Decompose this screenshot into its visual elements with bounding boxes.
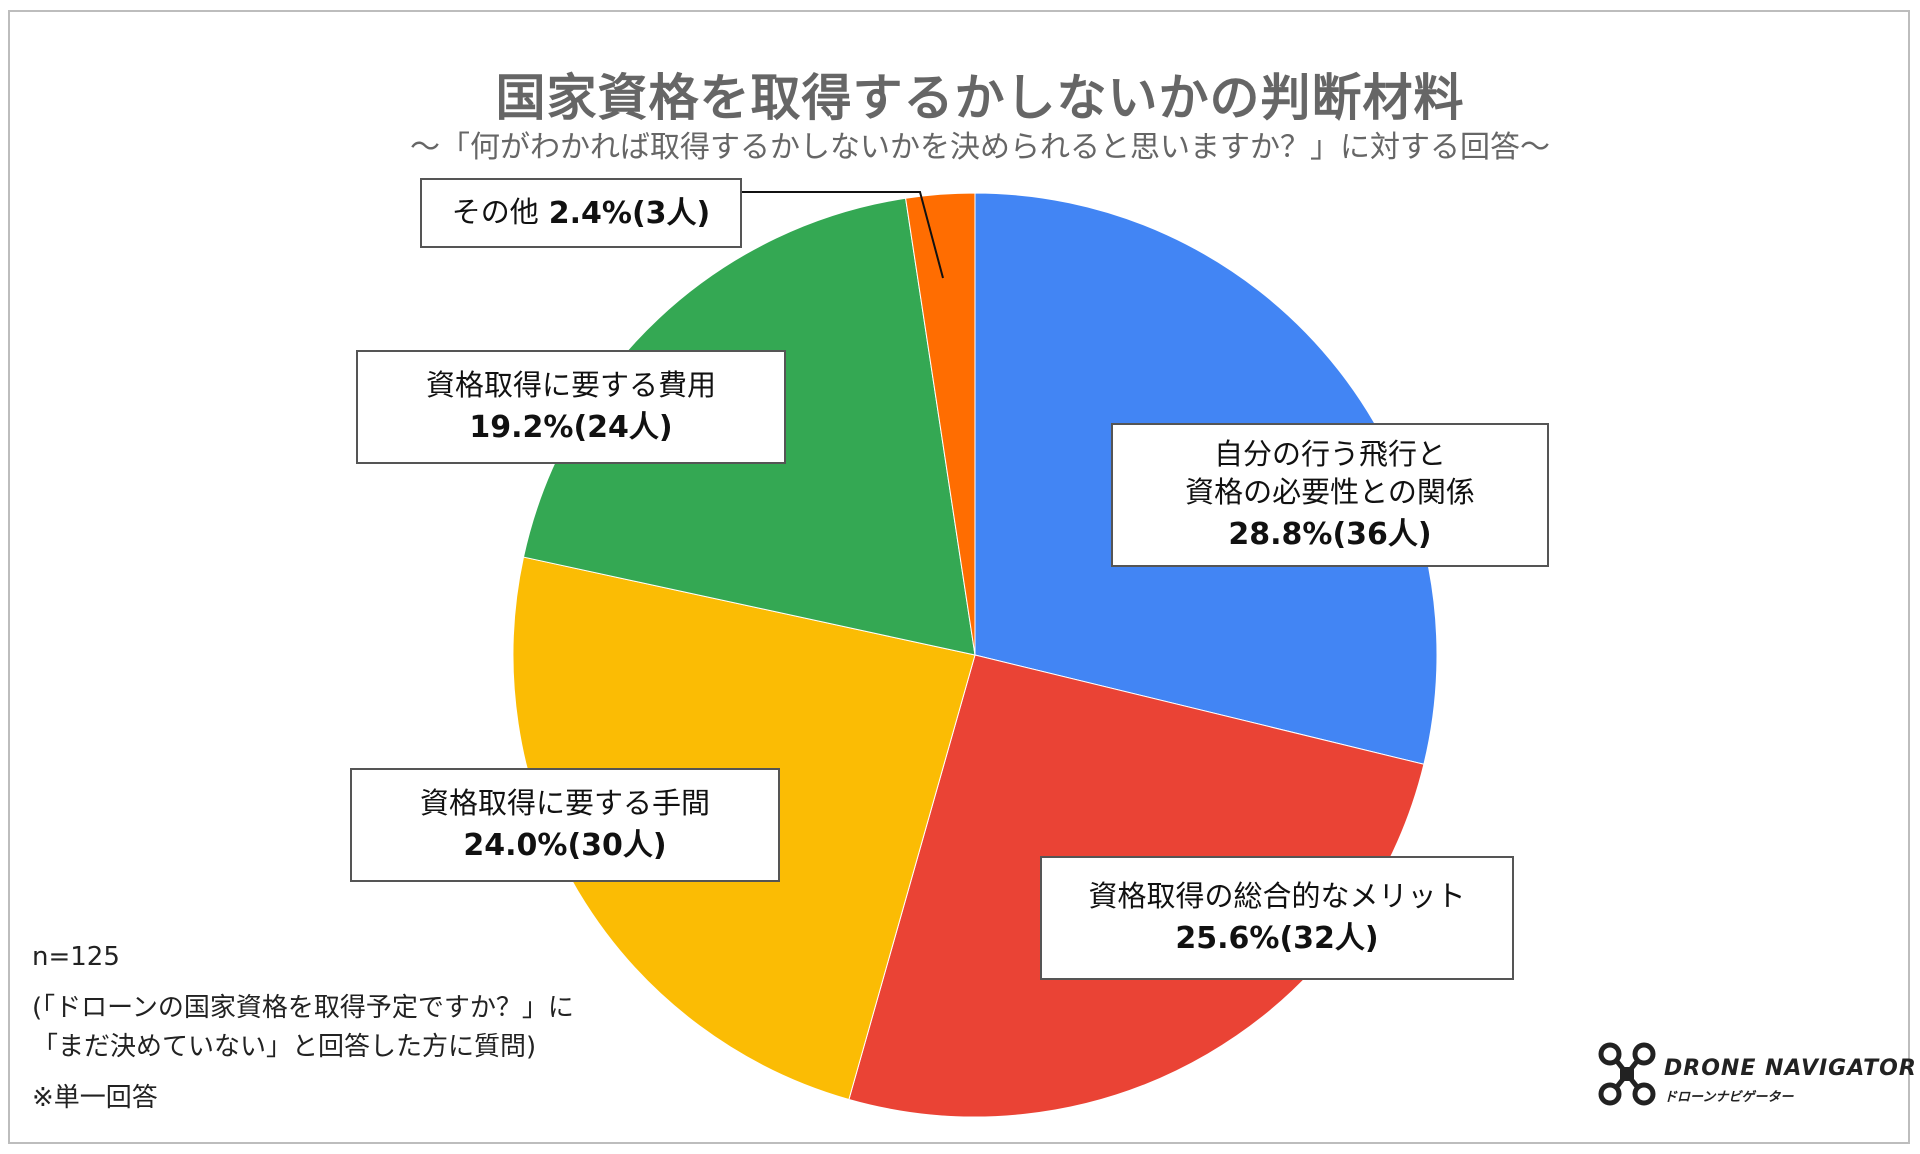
slice-label-2-pct: 24.0%(30人) [463,828,667,864]
slice-label-1-line-1: 資格取得の総合的なメリット [1088,878,1466,913]
chart-notes: n=125 (「ドローンの国家資格を取得予定ですか？」に 「まだ決めていない」と… [32,938,574,1130]
slice-label-2: 資格取得に要する手間 24.0%(30人) [350,768,780,882]
slice-label-2-line-1: 資格取得に要する手間 [419,785,710,820]
slice-label-4: その他 2.4%(3人) [420,178,742,248]
question-condition-line-1: (「ドローンの国家資格を取得予定ですか？」に [32,993,574,1023]
question-condition-line-2: 「まだ決めていない」と回答した方に質問) [32,1032,537,1062]
slice-label-3: 資格取得に要する費用 19.2%(24人) [356,350,786,464]
chart-title: 国家資格を取得するかしないかの判断材料 [495,69,1465,127]
logo-name: DRONE NAVIGATOR [1664,1056,1917,1081]
slice-label-4-line-1: その他 [451,195,539,230]
other-leader-line [742,191,944,279]
chart-subtitle: 〜「何がわかれば取得するかしないかを決められると思いますか？」に対する回答〜 [410,130,1550,165]
slice-label-1: 資格取得の総合的なメリット 25.6%(32人) [1040,856,1514,980]
slice-label-4-pct: 2.4%(3人) [548,195,711,231]
logo-subname: ドローンナビゲーター [1664,1090,1794,1105]
slice-label-3-pct: 19.2%(24人) [469,410,673,446]
slice-label-0: 自分の行う飛行と 資格の必要性との関係 28.8%(36人) [1111,423,1549,567]
drone-icon [1598,1042,1656,1106]
slice-label-0-line-1: 自分の行う飛行と [1213,436,1446,471]
pie-slice-4 [905,192,976,656]
sample-size: n=125 [32,942,120,972]
slice-label-0-line-2: 資格の必要性との関係 [1185,474,1475,509]
slice-label-1-pct: 25.6%(32人) [1175,921,1379,957]
chart-frame [8,10,1910,1144]
question-condition: (「ドローンの国家資格を取得予定ですか？」に 「まだ決めていない」と回答した方に… [32,989,574,1067]
slice-label-3-line-1: 資格取得に要する費用 [425,367,716,402]
drone-navigator-logo: DRONE NAVIGATOR ドローンナビゲーター [1596,1040,1916,1120]
single-answer-note: ※単一回答 [32,1083,158,1113]
slice-label-0-pct: 28.8%(36人) [1228,517,1432,553]
